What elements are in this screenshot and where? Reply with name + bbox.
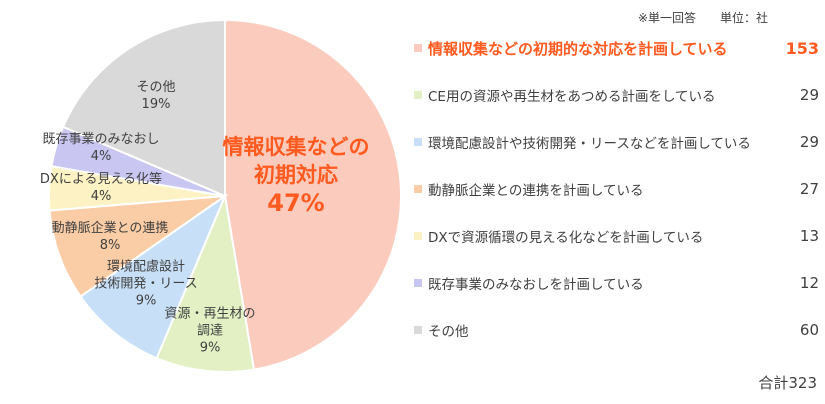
legend-label: DXで資源循環の見える化などを計画している <box>428 230 704 246</box>
legend-value: 153 <box>785 38 819 58</box>
legend-item: 既存事業のみなおしを計画している 12 <box>414 270 819 296</box>
legend-label: 既存事業のみなおしを計画している <box>428 277 644 293</box>
slice-label-1-line-1: 情報収集などの <box>223 135 370 159</box>
slice-label-2-line-3: 9% <box>200 341 221 356</box>
legend-item: CE用の資源や再生材をあつめる計画をしている 29 <box>414 82 819 108</box>
pie-slice-2 <box>155 192 256 373</box>
legend-label: 環境配慮設計や技術開発・リースなどを計画している <box>428 136 751 152</box>
legend-swatch <box>414 232 422 240</box>
legend-label: 動静脈企業との連携を計画している <box>428 183 644 199</box>
slice-label-5-line-1: DXによる見える化等 <box>40 171 162 187</box>
pie-slice-4 <box>48 194 229 298</box>
slice-label-4-line-1: 動静脈企業との連携 <box>52 220 169 236</box>
slice-label-6-line-1: 既存事業のみなおし <box>42 131 159 147</box>
slice-label-2-line-1: 資源・再生材の <box>164 307 255 322</box>
legend-item: その他 60 <box>414 317 819 343</box>
legend-value: 29 <box>799 86 819 104</box>
legend-swatch <box>414 279 422 287</box>
legend-swatch <box>414 185 422 193</box>
slice-label-2-line-2: 調達 <box>197 324 223 339</box>
slice-label-7-line-1: その他 <box>136 80 175 95</box>
slice-label-3-line-1: 環境配慮設計 <box>107 259 185 275</box>
slice-label-5-line-2: 4% <box>91 189 112 204</box>
legend-swatch <box>414 44 422 52</box>
pie-slice-3 <box>79 193 228 360</box>
pie-slice-1 <box>224 18 402 371</box>
legend-item: DXで資源循環の見える化などを計画している 13 <box>414 223 819 249</box>
legend-swatch <box>414 138 422 146</box>
unit-note: ※単一回答 単位：社 <box>638 11 769 25</box>
slice-label-1-line-2: 初期対応 <box>254 163 338 187</box>
slice-label-1-line-3: 47% <box>267 189 324 217</box>
legend-value: 13 <box>799 227 819 245</box>
legend-item: 環境配慮設計や技術開発・リースなどを計画している 29 <box>414 129 819 155</box>
slice-label-6-line-2: 4% <box>91 149 112 164</box>
total-label: 合計323 <box>758 374 817 392</box>
slice-label-7-line-2: 19% <box>142 97 171 112</box>
legend-swatch <box>414 91 422 99</box>
legend-label: その他 <box>428 324 469 340</box>
legend-item: 情報収集などの初期的な対応を計画している 153 <box>414 35 819 61</box>
legend-label: 情報収集などの初期的な対応を計画している <box>428 39 728 58</box>
legend-value: 29 <box>799 133 819 151</box>
legend-value: 60 <box>799 321 819 339</box>
legend-swatch <box>414 326 422 334</box>
slice-label-3-line-2: 技術開発・リース <box>94 277 197 292</box>
legend-label: CE用の資源や再生材をあつめる計画をしている <box>428 89 716 105</box>
legend-value: 12 <box>799 274 819 292</box>
pie-slice-7 <box>61 18 226 198</box>
slice-label-3-line-3: 9% <box>136 294 157 309</box>
legend-item: 動静脈企業との連携を計画している 27 <box>414 176 819 202</box>
slice-label-4-line-2: 8% <box>100 238 121 253</box>
legend-value: 27 <box>799 180 819 198</box>
